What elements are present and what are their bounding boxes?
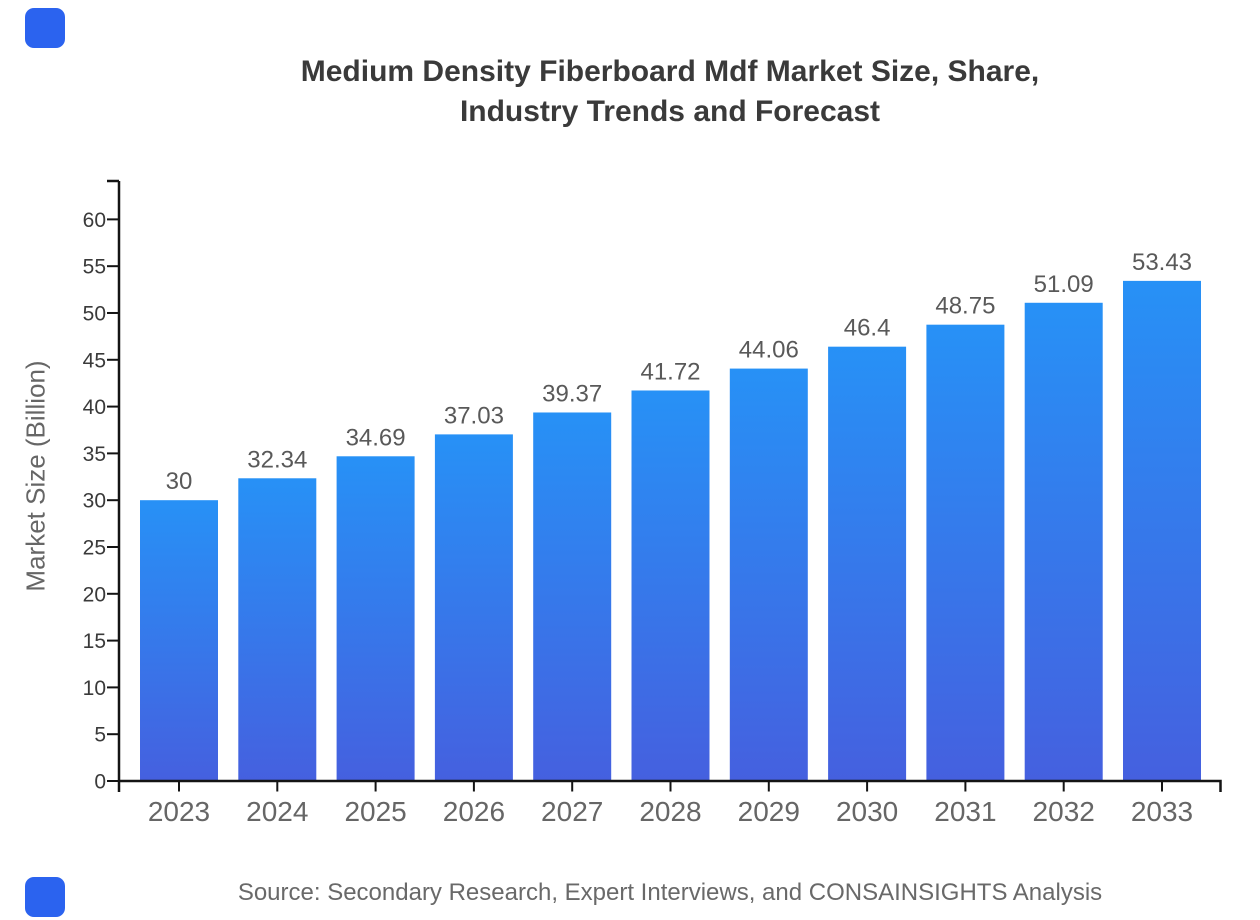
bar bbox=[336, 456, 415, 781]
y-tick-label: 35 bbox=[83, 443, 106, 466]
y-tick-label: 25 bbox=[83, 536, 106, 559]
bar-value-label: 51.09 bbox=[1034, 271, 1094, 298]
y-tick-label: 0 bbox=[94, 771, 106, 794]
y-tick-label: 55 bbox=[83, 256, 106, 279]
bar bbox=[1123, 280, 1201, 781]
y-tick-label: 20 bbox=[83, 583, 106, 606]
x-tick-label: 2026 bbox=[443, 796, 505, 827]
bar bbox=[434, 434, 513, 781]
brand-logo-bottom bbox=[25, 877, 65, 917]
x-tick-label: 2028 bbox=[639, 796, 701, 827]
bar bbox=[140, 500, 218, 781]
y-tick-label: 50 bbox=[83, 302, 106, 325]
labels-group: 30202332.34202434.69202537.03202639.3720… bbox=[83, 209, 1194, 827]
axes-group bbox=[107, 179, 1222, 792]
chart-title-line2: Industry Trends and Forecast bbox=[459, 95, 881, 128]
x-tick-label: 2032 bbox=[1033, 796, 1095, 827]
bar bbox=[926, 324, 1005, 781]
bar bbox=[729, 368, 808, 781]
bar-value-label: 46.4 bbox=[844, 315, 891, 342]
bar-value-label: 41.72 bbox=[640, 358, 700, 385]
chart-title-line1: Medium Density Fiberboard Mdf Market Siz… bbox=[300, 55, 1040, 88]
x-axis bbox=[119, 779, 1222, 792]
bar-value-label: 53.43 bbox=[1132, 249, 1192, 276]
y-axis bbox=[107, 179, 121, 792]
x-tick-label: 2033 bbox=[1131, 796, 1193, 827]
x-tick-label: 2025 bbox=[344, 796, 406, 827]
bar-value-label: 34.69 bbox=[346, 424, 406, 451]
bar-value-label: 48.75 bbox=[935, 293, 995, 320]
x-tick-label: 2024 bbox=[246, 796, 308, 827]
source-attribution: Source: Secondary Research, Expert Inter… bbox=[237, 879, 1103, 906]
y-tick-label: 30 bbox=[83, 490, 106, 513]
bar bbox=[238, 478, 317, 781]
y-tick-label: 40 bbox=[83, 396, 106, 419]
y-tick-label: 45 bbox=[83, 349, 106, 372]
brand-logo-top bbox=[25, 8, 65, 48]
x-tick-label: 2031 bbox=[934, 796, 996, 827]
bar-value-label: 39.37 bbox=[542, 380, 602, 407]
y-tick-label: 10 bbox=[83, 677, 106, 700]
bar bbox=[1024, 302, 1103, 781]
y-tick-label: 60 bbox=[83, 209, 106, 232]
bar bbox=[631, 390, 710, 781]
bars-group bbox=[140, 280, 1201, 781]
bar bbox=[828, 346, 907, 781]
bar-value-label: 32.34 bbox=[247, 446, 307, 473]
x-tick-label: 2023 bbox=[148, 796, 210, 827]
x-tick-label: 2029 bbox=[738, 796, 800, 827]
bar-value-label: 44.06 bbox=[739, 337, 799, 364]
chart-title: Medium Density Fiberboard Mdf Market Siz… bbox=[170, 52, 1170, 132]
bar-value-label: 30 bbox=[166, 468, 193, 495]
x-tick-label: 2030 bbox=[836, 796, 898, 827]
bar-value-label: 37.03 bbox=[444, 402, 504, 429]
x-tick-label: 2027 bbox=[541, 796, 603, 827]
y-tick-label: 5 bbox=[94, 724, 106, 747]
bar bbox=[533, 412, 612, 781]
y-tick-label: 15 bbox=[83, 630, 106, 653]
